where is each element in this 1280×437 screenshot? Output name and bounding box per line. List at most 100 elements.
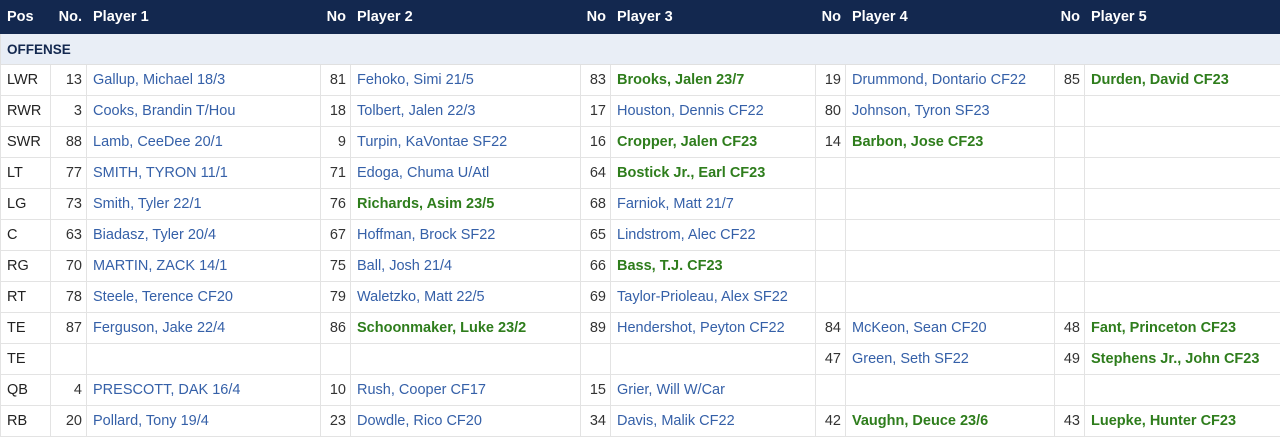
player-link[interactable]: McKeon, Sean CF20 [852, 320, 987, 336]
player-link[interactable]: Tolbert, Jalen 22/3 [357, 103, 476, 119]
position-cell: C [1, 220, 51, 251]
player-link[interactable]: Cropper, Jalen CF23 [617, 134, 757, 150]
player-link[interactable]: Green, Seth SF22 [852, 351, 969, 367]
player-link[interactable]: Gallup, Michael 18/3 [93, 72, 225, 88]
section-row-offense: OFFENSE [1, 34, 1280, 65]
player-link[interactable]: Stephens Jr., John CF23 [1091, 351, 1259, 367]
player-link[interactable]: Rush, Cooper CF17 [357, 382, 486, 398]
jersey-number-cell [816, 251, 846, 282]
jersey-number-cell: 89 [581, 313, 611, 344]
header-row: Pos No. Player 1 No Player 2 No Player 3… [1, 1, 1280, 34]
player-cell: Waletzko, Matt 22/5 [351, 282, 581, 313]
player-link[interactable]: Lamb, CeeDee 20/1 [93, 134, 223, 150]
jersey-number-cell: 70 [51, 251, 87, 282]
player-cell [87, 344, 321, 375]
jersey-number-cell: 81 [321, 65, 351, 96]
player-link[interactable]: Ferguson, Jake 22/4 [93, 320, 225, 336]
header-player-4: Player 4 [846, 1, 1055, 34]
player-link[interactable]: Brooks, Jalen 23/7 [617, 72, 744, 88]
jersey-number-cell [51, 344, 87, 375]
player-link[interactable]: Cooks, Brandin T/Hou [93, 103, 235, 119]
player-link[interactable]: Richards, Asim 23/5 [357, 196, 494, 212]
player-cell: Drummond, Dontario CF22 [846, 65, 1055, 96]
player-cell [1085, 251, 1280, 282]
position-cell: LG [1, 189, 51, 220]
position-cell: RT [1, 282, 51, 313]
jersey-number-cell [816, 158, 846, 189]
player-link[interactable]: Waletzko, Matt 22/5 [357, 289, 485, 305]
player-cell [1085, 220, 1280, 251]
player-link[interactable]: Lindstrom, Alec CF22 [617, 227, 756, 243]
player-cell [351, 344, 581, 375]
player-cell [846, 251, 1055, 282]
player-link[interactable]: SMITH, TYRON 11/1 [93, 165, 228, 181]
player-link[interactable]: Pollard, Tony 19/4 [93, 413, 209, 429]
player-link[interactable]: Houston, Dennis CF22 [617, 103, 764, 119]
player-cell [846, 189, 1055, 220]
player-link[interactable]: Ball, Josh 21/4 [357, 258, 452, 274]
player-link[interactable]: Fant, Princeton CF23 [1091, 320, 1236, 336]
jersey-number-cell: 80 [816, 96, 846, 127]
player-cell: Brooks, Jalen 23/7 [611, 65, 816, 96]
jersey-number-cell: 64 [581, 158, 611, 189]
player-link[interactable]: Johnson, Tyron SF23 [852, 103, 990, 119]
jersey-number-cell: 4 [51, 375, 87, 406]
player-cell: Taylor-Prioleau, Alex SF22 [611, 282, 816, 313]
player-link[interactable]: Farniok, Matt 21/7 [617, 196, 734, 212]
player-cell: Ferguson, Jake 22/4 [87, 313, 321, 344]
jersey-number-cell: 17 [581, 96, 611, 127]
player-link[interactable]: Taylor-Prioleau, Alex SF22 [617, 289, 788, 305]
player-cell: Steele, Terence CF20 [87, 282, 321, 313]
player-link[interactable]: Edoga, Chuma U/Atl [357, 165, 489, 181]
jersey-number-cell: 23 [321, 406, 351, 437]
jersey-number-cell: 3 [51, 96, 87, 127]
player-link[interactable]: Davis, Malik CF22 [617, 413, 735, 429]
header-no-4: No [816, 1, 846, 34]
player-cell: Hendershot, Peyton CF22 [611, 313, 816, 344]
player-link[interactable]: MARTIN, ZACK 14/1 [93, 258, 227, 274]
player-cell: Edoga, Chuma U/Atl [351, 158, 581, 189]
jersey-number-cell: 43 [1055, 406, 1085, 437]
player-link[interactable]: Smith, Tyler 22/1 [93, 196, 202, 212]
jersey-number-cell [816, 189, 846, 220]
position-cell: LT [1, 158, 51, 189]
player-link[interactable]: Steele, Terence CF20 [93, 289, 233, 305]
player-link[interactable]: Vaughn, Deuce 23/6 [852, 413, 988, 429]
jersey-number-cell: 84 [816, 313, 846, 344]
jersey-number-cell: 10 [321, 375, 351, 406]
player-link[interactable]: Bass, T.J. CF23 [617, 258, 723, 274]
player-link[interactable]: Grier, Will W/Car [617, 382, 725, 398]
player-link[interactable]: Luepke, Hunter CF23 [1091, 413, 1236, 429]
player-link[interactable]: Dowdle, Rico CF20 [357, 413, 482, 429]
player-link[interactable]: Barbon, Jose CF23 [852, 134, 983, 150]
player-cell: Turpin, KaVontae SF22 [351, 127, 581, 158]
header-player-1: Player 1 [87, 1, 321, 34]
jersey-number-cell: 65 [581, 220, 611, 251]
player-link[interactable]: Schoonmaker, Luke 23/2 [357, 320, 526, 336]
player-link[interactable]: Durden, David CF23 [1091, 72, 1229, 88]
player-cell: MARTIN, ZACK 14/1 [87, 251, 321, 282]
player-cell: Pollard, Tony 19/4 [87, 406, 321, 437]
player-cell [611, 344, 816, 375]
position-cell: QB [1, 375, 51, 406]
player-link[interactable]: Hoffman, Brock SF22 [357, 227, 495, 243]
jersey-number-cell [1055, 220, 1085, 251]
jersey-number-cell: 67 [321, 220, 351, 251]
player-cell: Houston, Dennis CF22 [611, 96, 816, 127]
jersey-number-cell: 76 [321, 189, 351, 220]
player-link[interactable]: Fehoko, Simi 21/5 [357, 72, 474, 88]
position-cell: LWR [1, 65, 51, 96]
player-link[interactable]: PRESCOTT, DAK 16/4 [93, 382, 240, 398]
player-link[interactable]: Hendershot, Peyton CF22 [617, 320, 785, 336]
player-link[interactable]: Turpin, KaVontae SF22 [357, 134, 507, 150]
section-label: OFFENSE [1, 34, 1280, 65]
player-link[interactable]: Bostick Jr., Earl CF23 [617, 165, 765, 181]
jersey-number-cell: 42 [816, 406, 846, 437]
jersey-number-cell: 20 [51, 406, 87, 437]
player-link[interactable]: Biadasz, Tyler 20/4 [93, 227, 216, 243]
player-link[interactable]: Drummond, Dontario CF22 [852, 72, 1026, 88]
